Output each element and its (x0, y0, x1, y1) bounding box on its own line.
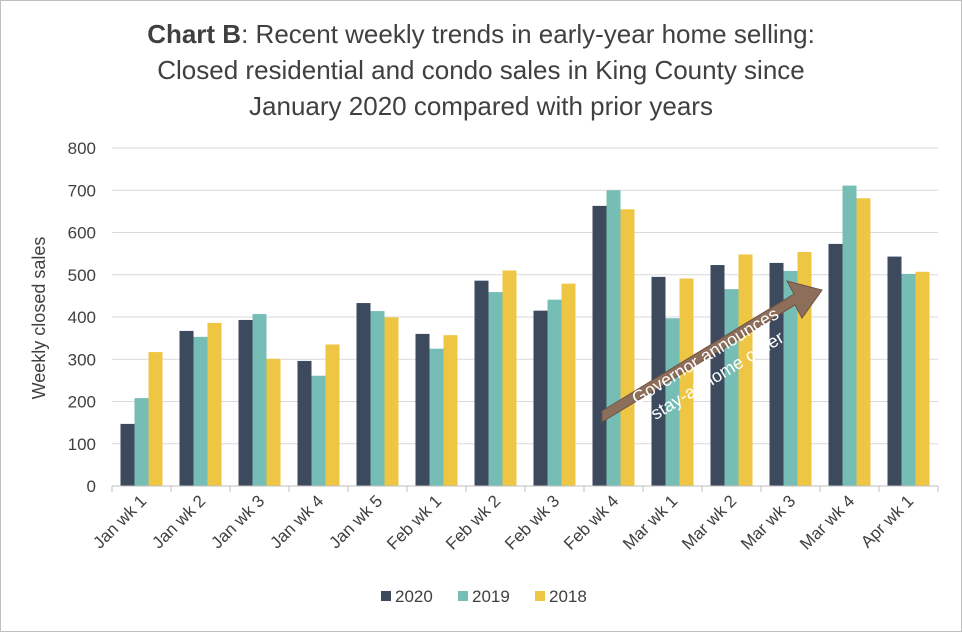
x-tick-label: Jan wk 1 (89, 491, 150, 552)
title-line-1: Chart B: Recent weekly trends in early-y… (0, 16, 962, 52)
y-tick-label: 100 (68, 435, 96, 454)
x-tick-label: Mar wk 4 (796, 491, 858, 553)
bar-2018-1 (207, 322, 222, 486)
bar-2018-3 (325, 344, 340, 486)
legend-label-2018: 2018 (549, 587, 587, 606)
bar-2019-9 (665, 318, 680, 486)
title-line-2: Closed residential and condo sales in Ki… (157, 55, 805, 85)
chart-title: Chart B: Recent weekly trends in early-y… (0, 16, 962, 124)
legend-swatch-2020 (381, 591, 391, 601)
bar-2020-10 (710, 265, 725, 486)
bar-2018-9 (679, 278, 694, 486)
bar-2020-4 (356, 303, 371, 486)
y-tick-label: 0 (87, 477, 96, 496)
bar-2019-13 (901, 273, 916, 486)
legend-label-2019: 2019 (472, 587, 510, 606)
y-tick-label: 500 (68, 266, 96, 285)
bar-2020-1 (179, 330, 194, 486)
x-tick-label: Feb wk 1 (383, 491, 445, 553)
bar-2019-12 (842, 185, 857, 487)
bar-2018-4 (384, 317, 399, 486)
y-tick-label: 700 (68, 181, 96, 200)
bar-2019-1 (193, 336, 208, 486)
x-tick-label: Mar wk 1 (619, 491, 681, 553)
bar-2018-12 (856, 198, 871, 486)
bar-2020-12 (828, 243, 843, 486)
bar-2018-7 (561, 283, 576, 486)
bar-2018-8 (620, 209, 635, 486)
bar-2019-4 (370, 311, 385, 486)
bar-2019-3 (311, 375, 326, 486)
bar-2020-2 (238, 319, 253, 486)
x-tick-label: Mar wk 2 (678, 491, 740, 553)
bar-2019-11 (783, 270, 798, 486)
bar-2018-13 (915, 271, 930, 486)
bar-2018-6 (502, 270, 517, 486)
x-tick-label: Jan wk 2 (148, 491, 209, 552)
title-line-3: January 2020 compared with prior years (249, 91, 713, 121)
bar-2019-6 (488, 292, 503, 486)
bar-2020-7 (533, 310, 548, 486)
bars (120, 185, 930, 487)
bar-2018-10 (738, 254, 753, 486)
bar-2019-0 (134, 398, 149, 486)
bar-2018-0 (148, 352, 163, 486)
legend: 2020 2019 2018 (381, 587, 587, 606)
annotation-arrow-shape (601, 280, 823, 423)
x-tick-label: Jan wk 4 (266, 491, 327, 552)
bar-2019-5 (429, 348, 444, 486)
legend-swatch-2019 (458, 591, 468, 601)
x-tick-label: Feb wk 2 (442, 491, 504, 553)
x-tick-label: Feb wk 4 (560, 491, 622, 553)
bar-2019-7 (547, 299, 562, 486)
y-tick-label: 600 (68, 224, 96, 243)
bar-2020-0 (120, 423, 135, 486)
x-tick-label: Jan wk 5 (325, 491, 386, 552)
title-rest: : Recent weekly trends in early-year hom… (241, 19, 815, 49)
x-tick-label: Apr wk 1 (857, 491, 917, 551)
bar-2020-8 (592, 205, 607, 486)
bar-2020-5 (415, 333, 430, 486)
y-tick-label: 200 (68, 393, 96, 412)
bar-2020-6 (474, 280, 489, 486)
bar-2018-5 (443, 335, 458, 486)
bar-2019-8 (606, 190, 621, 486)
x-tick-label: Mar wk 3 (737, 491, 799, 553)
y-axis-ticks: 0 100 200 300 400 500 600 700 800 (68, 139, 96, 496)
y-tick-label: 300 (68, 350, 96, 369)
y-axis-label: Weekly closed sales (29, 237, 49, 400)
bar-2019-10 (724, 289, 739, 486)
y-tick-label: 400 (68, 308, 96, 327)
bar-2019-2 (252, 314, 267, 486)
bar-2020-13 (887, 256, 902, 486)
bar-2020-11 (769, 262, 784, 486)
x-tick-label: Jan wk 3 (207, 491, 268, 552)
title-bold-part: Chart B (147, 19, 242, 49)
legend-label-2020: 2020 (395, 587, 433, 606)
legend-swatch-2018 (535, 591, 545, 601)
bar-2020-3 (297, 360, 312, 486)
bar-2018-2 (266, 358, 281, 486)
x-tick-label: Feb wk 3 (501, 491, 563, 553)
y-tick-label: 800 (68, 139, 96, 158)
